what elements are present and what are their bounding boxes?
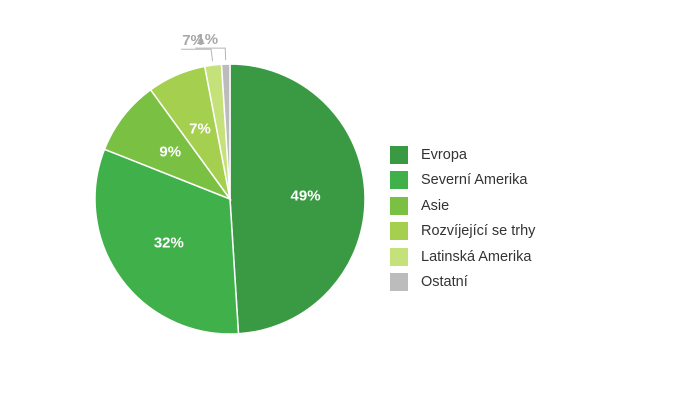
leader-line-4 (181, 48, 214, 62)
legend-item-asie: Asie (390, 193, 535, 219)
legend-item-ostatni: Ostatní (390, 270, 535, 296)
chart-legend: Evropa Severní Amerika Asie Rozvíjející … (390, 142, 535, 295)
legend-item-severni-amerika: Severní Amerika (390, 168, 535, 194)
slice-label-2: 9% (159, 144, 181, 161)
pie-slice-5 (220, 63, 231, 200)
slice-label-5: 1% (196, 31, 218, 48)
pie-labels: 49%32%9%7%7%1% (154, 31, 321, 251)
legend-swatch (390, 171, 408, 190)
legend-item-rozvijejici-se-trhy: Rozvíjející se trhy (390, 219, 535, 245)
slice-label-0: 49% (291, 188, 321, 205)
slice-label-4: 7% (182, 32, 204, 49)
pie-slice-1 (94, 148, 240, 335)
slice-label-3: 7% (189, 121, 211, 138)
leader-line-5 (195, 47, 227, 61)
legend-label: Rozvíjející se trhy (421, 223, 536, 240)
legend-swatch (390, 222, 408, 241)
legend-label: Asie (421, 197, 450, 214)
legend-swatch (390, 145, 408, 164)
legend-swatch (390, 196, 408, 215)
legend-label: Evropa (421, 146, 467, 163)
slice-label-1: 32% (154, 234, 184, 251)
pie-slices (94, 63, 366, 335)
pie-slice-0 (229, 63, 366, 335)
legend-item-evropa: Evropa (390, 142, 535, 168)
legend-item-latinska-amerika: Latinská Amerika (390, 244, 535, 270)
legend-label: Severní Amerika (421, 172, 528, 189)
legend-swatch (390, 273, 408, 292)
legend-label: Latinská Amerika (421, 248, 532, 265)
legend-swatch (390, 247, 408, 266)
legend-label: Ostatní (421, 274, 468, 291)
